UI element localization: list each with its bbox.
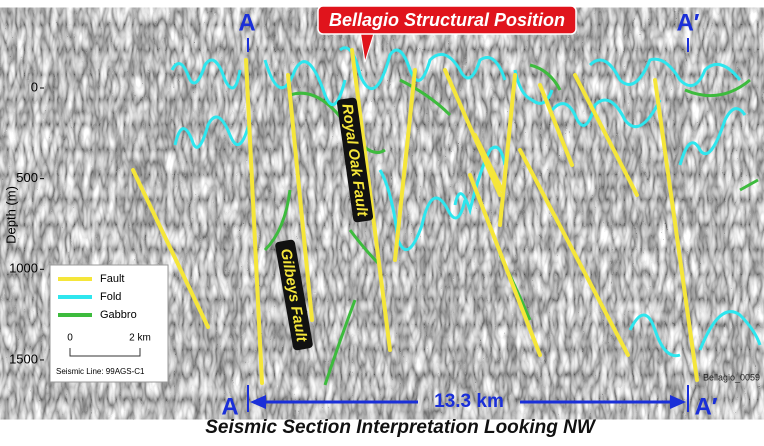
legend-box — [49, 264, 169, 383]
fault-lines — [131, 48, 699, 385]
gabbro-lines — [263, 63, 759, 386]
marker: A — [238, 9, 255, 36]
distance: 13.3 km — [434, 391, 504, 412]
tick-label: 1500 — [9, 351, 38, 366]
markers: A A′ A A′ 13.3 km — [221, 9, 717, 420]
image-id: Bellagio_0059 — [703, 372, 760, 382]
tick-label: 1000 — [9, 261, 38, 276]
seismic-line: Seismic Line: 99AGS-C1 — [56, 367, 145, 376]
scale-label: 0 — [67, 333, 73, 344]
marker: A — [221, 393, 238, 420]
label-bg — [336, 97, 374, 223]
scale-label: 2 km — [129, 333, 151, 344]
legend-label: Gabbro — [100, 309, 137, 321]
label-bg — [275, 239, 313, 351]
title: Seismic Section Interpretation Looking N… — [205, 417, 597, 438]
callout-text: Bellagio Structural Position — [329, 10, 565, 30]
tick-label: 0 — [31, 79, 38, 94]
marker: A′ — [676, 9, 699, 36]
depth-axis: 0 500 1000 1500 — [9, 79, 44, 366]
tick-label: 500 — [16, 170, 38, 185]
marker: A′ — [694, 393, 717, 420]
legend-label: Fold — [100, 291, 121, 303]
legend: Fault Fold Gabbro 0 2 km Seismic Line: 9… — [49, 264, 169, 383]
axis-label: Depth (m) — [3, 186, 18, 244]
legend-label: Fault — [100, 273, 124, 285]
callout: Bellagio Structural Position — [317, 5, 577, 63]
fold-lines — [170, 46, 762, 358]
